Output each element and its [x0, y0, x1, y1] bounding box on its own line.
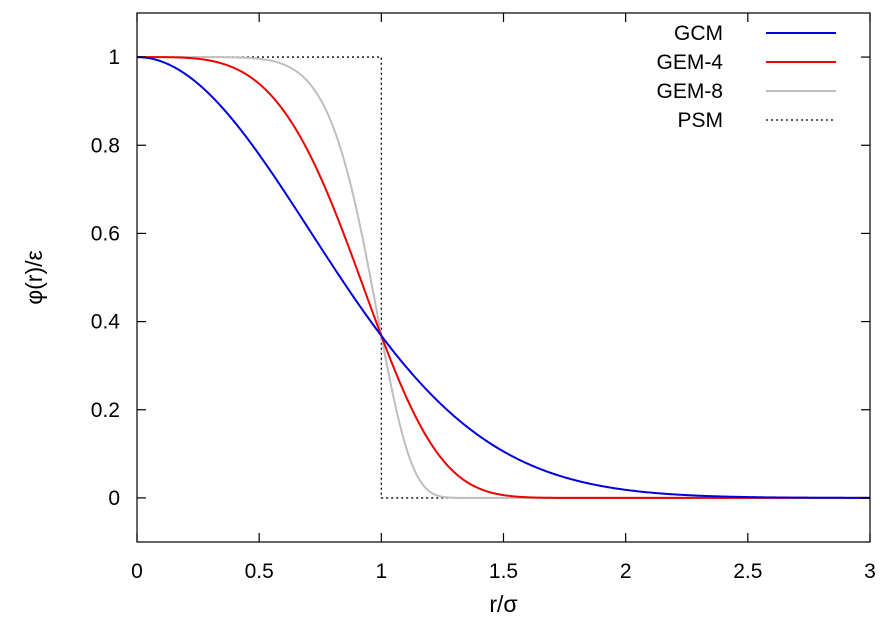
x-tick-label: 2.5 [733, 560, 762, 583]
y-tick-label: 0 [108, 487, 120, 510]
y-tick-labels: 0 0.2 0.4 0.6 0.8 1 [91, 46, 121, 510]
legend: GCM GEM-4 GEM-8 PSM [656, 22, 836, 132]
x-tick-label: 2 [620, 560, 632, 583]
legend-label-gem-8: GEM-8 [656, 80, 723, 103]
series-line-gem-8 [137, 56, 870, 499]
y-tick-label: 0.8 [91, 134, 120, 157]
plot-frame [136, 12, 871, 543]
x-axis-label: r/σ [489, 591, 517, 617]
x-tick-label: 3 [864, 560, 876, 583]
x-tick-label: 1 [375, 560, 387, 583]
axis-ticks [136, 13, 871, 542]
x-tick-labels: 0 0.5 1 1.5 2 2.5 3 [131, 560, 876, 583]
series-line-psm [137, 56, 870, 499]
plot-curves [136, 56, 870, 499]
series-line-gcm [136, 56, 870, 499]
y-tick-label: 0.2 [91, 399, 120, 422]
legend-label-gcm: GCM [674, 22, 723, 45]
y-tick-label: 1 [108, 46, 120, 69]
legend-label-gem-4: GEM-4 [656, 51, 723, 74]
x-tick-label: 0.5 [245, 560, 274, 583]
y-tick-label: 0.4 [91, 311, 121, 334]
x-tick-label: 0 [131, 560, 143, 583]
series-line-gem-4 [137, 56, 870, 499]
y-axis-label: φ(r)/ε [21, 250, 47, 305]
x-tick-label: 1.5 [489, 560, 518, 583]
legend-label-psm: PSM [677, 109, 723, 132]
y-tick-label: 0.6 [91, 222, 120, 245]
